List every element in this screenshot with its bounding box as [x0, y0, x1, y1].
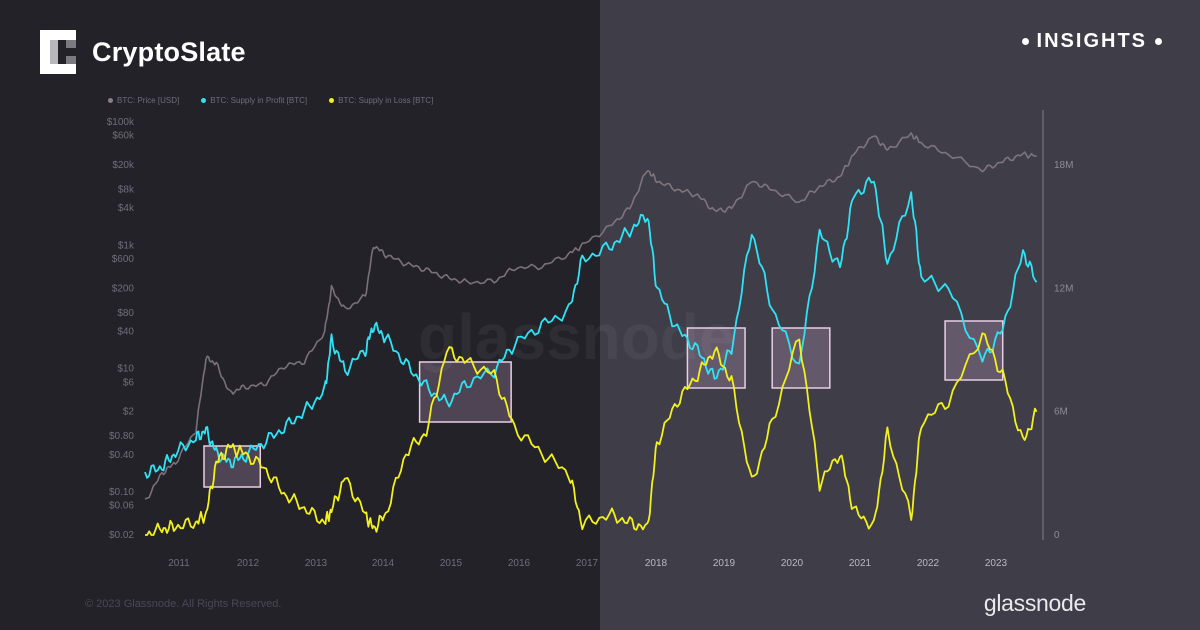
x-tick-label: 2012: [237, 558, 260, 569]
y-left-tick-label: $80: [117, 308, 134, 319]
y-left-tick-label: $40: [117, 326, 134, 337]
x-tick-label: 2020: [781, 558, 804, 569]
y-left-tick-label: $2: [123, 407, 135, 418]
logo-text: CryptoSlate: [92, 36, 246, 67]
chart-axes: $100k $60k $20k $8k $4k $1k $600 $200 $80 $40 $10 $…: [107, 110, 1073, 569]
y-left-tick-label: $8k: [118, 185, 135, 196]
y-left-tick-label: $1k: [118, 240, 135, 251]
x-tick-label: 2019: [713, 558, 736, 569]
y-right-tick-label: 6M: [1054, 407, 1068, 418]
y-left-tick-label: $0.40: [109, 450, 134, 461]
legend-dot-price: [108, 98, 113, 103]
x-tick-label: 2022: [917, 558, 940, 569]
y-left-tick-label: $4k: [118, 203, 135, 214]
x-tick-label: 2018: [645, 558, 668, 569]
series-line-loss: [145, 332, 1038, 536]
y-left-tick-label: $6: [123, 377, 135, 388]
watermark-text: glassnode: [418, 301, 735, 373]
y-left-tick-label: $20k: [112, 160, 135, 171]
chart-series: [144, 132, 1038, 536]
legend-label-loss: BTC: Supply in Loss [BTC]: [338, 96, 434, 105]
y-left-tick-label: $200: [112, 283, 135, 294]
y-right-tick-label: 12M: [1054, 283, 1073, 294]
legend-label-profit: BTC: Supply in Profit [BTC]: [210, 96, 308, 105]
y-left-tick-label: $0.80: [109, 431, 134, 442]
cryptoslate-logo-icon: [40, 30, 76, 74]
legend-item-price[interactable]: BTC: Price [USD]: [108, 96, 179, 105]
highlight-box: [418, 361, 512, 423]
x-tick-label: 2021: [849, 558, 872, 569]
y-left-tick-label: $60k: [112, 131, 135, 142]
background-right-panel: [600, 0, 1200, 630]
y-left-tick-label: $0.10: [109, 487, 134, 498]
y-right-tick-label: 18M: [1054, 160, 1073, 171]
x-tick-label: 2023: [985, 558, 1008, 569]
cryptoslate-logo[interactable]: CryptoSlate: [40, 30, 246, 74]
legend-label-price: BTC: Price [USD]: [117, 96, 180, 105]
x-tick-label: 2011: [168, 558, 190, 569]
y-right-tick-label: 0: [1054, 530, 1060, 541]
highlight-box: [944, 320, 1004, 381]
legend-item-loss[interactable]: BTC: Supply in Loss [BTC]: [329, 96, 433, 105]
legend-dot-loss: [329, 98, 335, 103]
y-left-tick-label: $10: [117, 364, 134, 375]
legend-item-profit[interactable]: BTC: Supply in Profit [BTC]: [201, 96, 307, 105]
series-line-price: [144, 132, 1037, 500]
glassnode-brand: glassnode: [983, 590, 1086, 616]
series-line-profit: [144, 176, 1038, 479]
x-tick-label: 2016: [508, 558, 531, 569]
background-left-panel: [0, 0, 600, 630]
bullet-icon: [1021, 38, 1029, 45]
x-tick-label: 2013: [305, 558, 328, 569]
y-left-tick-label: $0.06: [109, 501, 134, 512]
copyright-text: © 2023 Glassnode. All Rights Reserved.: [85, 598, 282, 610]
y-left-tick-label: $600: [112, 254, 135, 265]
y-left-tick-label: $0.02: [109, 530, 134, 541]
x-tick-label: 2014: [372, 558, 395, 569]
x-tick-label: 2017: [576, 558, 599, 569]
chart-legend: BTC: Price [USD] BTC: Supply in Profit […: [108, 96, 433, 105]
insights-label: INSIGHTS: [1014, 30, 1170, 53]
legend-dot-profit: [201, 98, 207, 103]
x-tick-label: 2015: [440, 558, 463, 569]
y-left-tick-label: $100k: [107, 117, 135, 128]
bullet-icon: [1155, 38, 1162, 45]
insights-text: INSIGHTS: [1036, 30, 1147, 52]
